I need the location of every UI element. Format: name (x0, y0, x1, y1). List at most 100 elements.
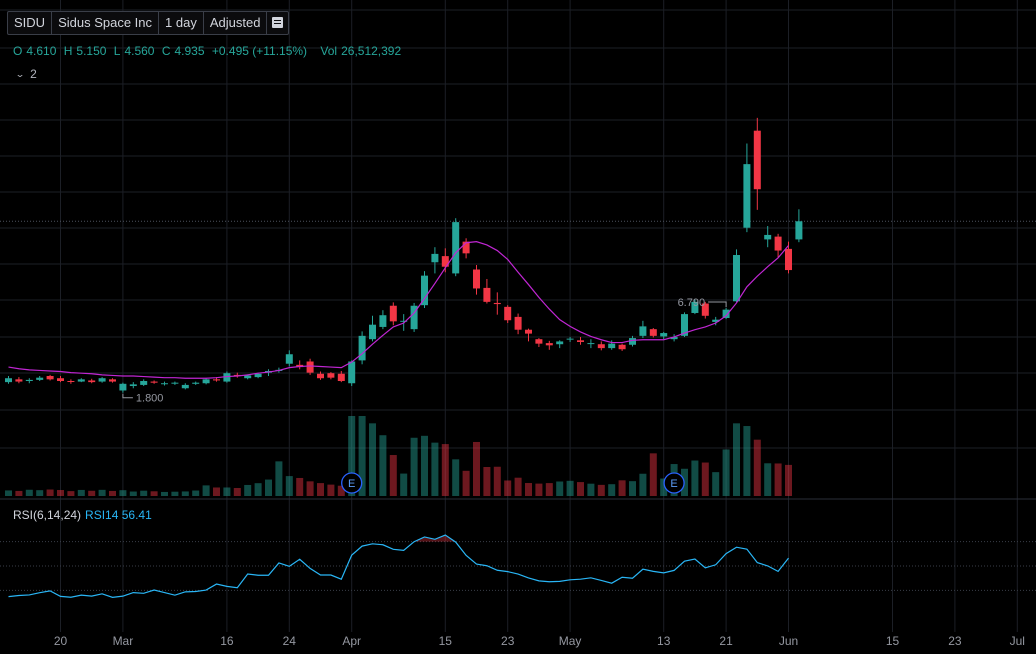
volume-bar (597, 484, 605, 496)
volume-bar (483, 467, 491, 496)
candlestick-series[interactable] (5, 117, 803, 393)
volume-bar (514, 477, 522, 496)
earnings-marker (663, 472, 685, 494)
symbol-name[interactable]: Sidus Space Inc (52, 12, 160, 34)
candle-body (15, 379, 23, 382)
volume-bar (566, 480, 574, 496)
chevron-down-icon: ⌄ (15, 69, 26, 79)
candle-body (46, 375, 54, 380)
indicators-toggle[interactable]: ⌄ 2 (15, 67, 37, 81)
volume-bar (327, 484, 335, 496)
volume-label: Vol (320, 44, 338, 58)
candle-body (254, 373, 262, 378)
low-label: L (113, 44, 121, 58)
candle-body (566, 338, 574, 340)
volume-bar (296, 477, 304, 496)
x-tick-label: 16 (220, 634, 234, 648)
x-tick-label: 15 (439, 634, 453, 648)
price-annotations: 1.800 6.790 (122, 297, 727, 405)
volume-bar (421, 435, 428, 496)
candle-body (150, 381, 158, 383)
candle-body (57, 378, 64, 382)
volume-bar (109, 490, 116, 496)
candle-body (701, 303, 709, 316)
rsi-label: RSI(6,14,24) (13, 508, 82, 522)
candle-body (618, 344, 626, 350)
volume-bar (504, 480, 512, 496)
volume-bar (119, 490, 127, 496)
earnings-marker-label: E (670, 478, 677, 490)
candle-body (369, 324, 376, 340)
menu-icon (272, 17, 284, 28)
x-tick-label: 21 (719, 634, 733, 648)
volume-bar (202, 485, 210, 496)
volume-bar (161, 491, 168, 496)
candle-body (743, 164, 751, 228)
volume-bar (171, 491, 179, 496)
volume-bar (213, 487, 220, 496)
candle-body (504, 306, 512, 321)
candle-body (327, 373, 335, 378)
volume-bar (5, 490, 12, 496)
volume-bar (77, 489, 85, 496)
candle-body (306, 361, 314, 373)
volume-bar (379, 435, 387, 496)
volume-bar (691, 460, 699, 496)
volume-bar (701, 462, 709, 496)
volume-bar (192, 490, 200, 496)
candle-body (753, 130, 761, 190)
volume-bar (493, 466, 501, 496)
candle-body (98, 378, 106, 382)
ohlc-legend: O 4.610 H 5.150 L 4.560 C 4.935 +0.495 (+11.… (13, 44, 405, 58)
candle-body (129, 384, 137, 387)
candle-body (795, 221, 803, 240)
volume-bar (556, 481, 564, 496)
candle-body (670, 336, 678, 340)
candle-body (213, 379, 220, 381)
volume-bar (57, 490, 64, 496)
candle-body (774, 236, 782, 251)
candle-body (493, 302, 501, 305)
candle-body (337, 373, 345, 382)
low-annotation-label: 1.800 (136, 393, 164, 405)
menu-button[interactable] (267, 12, 288, 34)
candle-body (556, 341, 564, 345)
adjustment-button[interactable]: Adjusted (204, 12, 268, 34)
candle-body (525, 329, 532, 334)
candle-body (681, 314, 688, 336)
candle-body (473, 269, 480, 289)
volume-bar (67, 491, 75, 496)
rsi-overbought-fill (414, 535, 456, 542)
candle-body (171, 382, 179, 384)
rsi-pane[interactable] (0, 534, 1036, 598)
candle-body (712, 319, 720, 322)
moving-average-line (8, 241, 789, 379)
earnings-marker (341, 472, 363, 494)
candle-body (161, 383, 168, 385)
volume-bar (764, 463, 772, 496)
volume-bars (5, 416, 792, 496)
candle-body (785, 248, 792, 271)
candle-body (109, 379, 116, 382)
volume-bar (639, 473, 647, 496)
symbol-ticker[interactable]: SIDU (8, 12, 53, 34)
low-value: 4.560 (124, 44, 155, 58)
volume-bar (733, 423, 740, 496)
volume-bar (36, 490, 44, 496)
candle-body (608, 343, 616, 349)
candle-body (379, 315, 387, 327)
candle-body (639, 326, 647, 336)
candle-body (545, 343, 553, 346)
candle-body (649, 329, 657, 336)
rsi-legend[interactable]: RSI(6,14,24) RSI14 56.41 (13, 508, 152, 522)
volume-bar (244, 484, 252, 496)
candle-body (5, 378, 12, 383)
x-axis: 20 Mar 16 24 Apr 15 23 May 13 21 Jun 15 23 Jul (54, 634, 1025, 648)
x-tick-label: 24 (283, 634, 297, 648)
candle-body (317, 373, 324, 379)
candle-body (192, 382, 200, 384)
volume-bar (140, 490, 148, 496)
interval-button[interactable]: 1 day (159, 12, 204, 34)
